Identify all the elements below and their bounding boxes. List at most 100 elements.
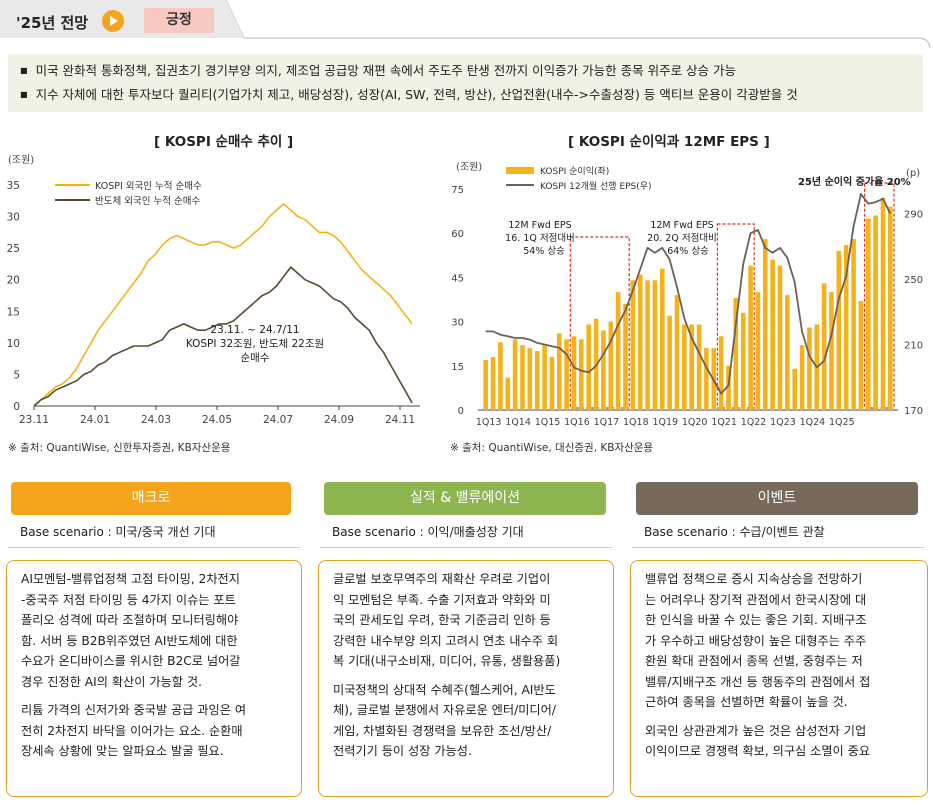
chart2-bar bbox=[726, 365, 731, 410]
chart2-legend-label: KOSPI 12개월 선행 EPS(우) bbox=[540, 180, 652, 192]
chart2-annotation-line: 12M Fwd EPS bbox=[650, 220, 713, 231]
chart2-bar bbox=[623, 303, 628, 410]
chart1-legend-label: KOSPI 외국인 누적 순매수 bbox=[95, 180, 202, 192]
card-line: 한 인식을 바꿀 수 있는 좋은 기회. 지배구조 bbox=[645, 613, 867, 627]
chart1-source: ※ 출처: QuantiWise, 신한투자증권, KB자산운용 bbox=[8, 442, 231, 454]
chart2-x-tick-label: 1Q20 bbox=[682, 417, 708, 428]
chart2-bar bbox=[615, 292, 621, 410]
tab-shape bbox=[0, 0, 931, 48]
chart1-lines bbox=[33, 203, 413, 407]
chart2-bar bbox=[498, 342, 503, 410]
chart2-source: ※ 출처: QuantiWise, 대신증권, KB자산운용 bbox=[450, 442, 654, 454]
card-earnings-body: 글로벌 보호무역주의 재확산 우려로 기업이 익 모멘텀은 부족. 수출 기저효… bbox=[318, 560, 614, 797]
card-line: 전히 2차전지 바닥을 이어가는 요소. 순환매 bbox=[21, 723, 243, 738]
chart2-bar bbox=[888, 206, 893, 410]
chart2-x-tick-label: 1Q17 bbox=[594, 417, 620, 428]
chart1-axes: 0 5 10 15 20 25 30 35 23.11 24.01 24.03 24.05 24.07 2… bbox=[7, 180, 420, 426]
chart2-x-tick-label: 1Q13 bbox=[476, 417, 502, 428]
chart2-bar bbox=[512, 339, 518, 410]
chart2-legend-label: KOSPI 순이익(좌) bbox=[540, 165, 609, 177]
chart2-y-tick-label: 0 bbox=[458, 406, 464, 417]
chart2-svg: (조원) (p) 0 15 30 45 60 75 170 210 250 290 1Q13 1Q14… bbox=[451, 161, 923, 428]
chart1-unit: (조원) bbox=[8, 154, 34, 166]
chart2-y-tick-label: 75 bbox=[451, 185, 464, 196]
card-line: 밸류업 정책으로 증시 지속상승을 전망하기 bbox=[645, 572, 863, 586]
chart2-bar bbox=[748, 265, 753, 410]
chart2-bar bbox=[505, 377, 511, 410]
chart2-bar bbox=[674, 295, 680, 410]
chart2-bar bbox=[733, 298, 739, 410]
chart2-bars bbox=[483, 197, 893, 410]
chart2-bar bbox=[660, 268, 665, 410]
card-paragraph: 글로벌 보호무역주의 재확산 우려로 기업이 익 모멘텀은 부족. 수출 기저효… bbox=[333, 569, 599, 672]
chart2-title: [ KOSPI 순이익과 12MF EPS ] bbox=[568, 134, 770, 150]
card-event-body: 밸류업 정책으로 증시 지속상승을 전망하기 는 어려우나 장기적 관점에서 한… bbox=[630, 560, 928, 797]
chart1-y-tick-label: 20 bbox=[7, 275, 20, 287]
chart1-x-tick-label: 24.05 bbox=[202, 414, 232, 426]
chart2-bar bbox=[682, 324, 687, 410]
chart2-y-tick-label: 45 bbox=[451, 273, 464, 284]
chart1-x-tick-label: 24.07 bbox=[263, 414, 293, 426]
card-line: 국의 관세도입 우려, 한국 기준금리 인하 등 bbox=[333, 613, 551, 627]
chart2-bar bbox=[534, 351, 540, 410]
chart2-y-tick-label: 60 bbox=[451, 229, 464, 240]
card-line: 글로벌 보호무역주의 재확산 우려로 기업이 bbox=[333, 572, 551, 586]
chart2-bar bbox=[770, 259, 775, 410]
chart2-bar bbox=[873, 215, 878, 410]
chart1-y-tick-label: 30 bbox=[7, 212, 20, 224]
chart1-x-tick-label: 24.01 bbox=[80, 414, 110, 426]
card-paragraph: 미국정책의 상대적 수혜주(헬스케어, AI반도 체), 글로벌 분쟁에서 자유… bbox=[333, 680, 599, 762]
chart2-bar bbox=[652, 280, 658, 410]
chart2-bar bbox=[866, 218, 871, 410]
chart2-bar bbox=[880, 197, 886, 410]
card-earnings-header: 실적 & 밸류에이션 bbox=[324, 482, 606, 515]
chart2-bar bbox=[858, 301, 864, 410]
card-paragraph: 리튬 가격의 신저가와 중국발 공급 과잉은 여 전히 2차전지 바닥을 이어가… bbox=[21, 700, 287, 762]
header-tab-bar: '25년 전망 긍정 bbox=[0, 0, 933, 48]
card-event-header: 이벤트 bbox=[636, 482, 918, 515]
card-macro-scenario: Base scenario : 미국/중국 개선 기대 bbox=[8, 520, 300, 548]
chart1-series-line bbox=[33, 266, 413, 407]
card-line: 외국인 상관관계가 높은 것은 삼성전자 기업 bbox=[645, 723, 867, 738]
card-line: -중국주 저점 타이밍 등 4가지 이슈는 포트 bbox=[21, 592, 236, 607]
chart1-x-tick-label: 23.11 bbox=[19, 414, 49, 426]
card-paragraph: AI모멘텀-밸류업정책 고점 타이밍, 2차전지 -중국주 저점 타이밍 등 4… bbox=[21, 569, 287, 692]
summary-box: 미국 완화적 통화정책, 집권초기 경기부양 의지, 제조업 공급망 재편 속에… bbox=[8, 54, 923, 112]
chart1-series-line bbox=[33, 203, 413, 407]
chart2-bar bbox=[520, 345, 525, 410]
chart2-bar bbox=[542, 345, 547, 410]
chart2-bar bbox=[645, 280, 650, 410]
chart1-annotation-line: KOSPI 32조원, 반도체 22조원 bbox=[186, 338, 324, 350]
card-line: 는 어려우나 장기적 관점에서 한국시장에 대 bbox=[645, 592, 867, 607]
card-line: 밸류/지배구조 개선 등 행동주의 관점에서 접 bbox=[645, 674, 871, 689]
chart2-annotation-2: 12M Fwd EPS 20. 2Q 저점대비 64% 상승 bbox=[647, 220, 717, 257]
chart1-y-tick-label: 5 bbox=[13, 369, 20, 381]
card-line: AI모멘텀-밸류업정책 고점 타이밍, 2차전지 bbox=[21, 572, 240, 586]
card-line: 폴리오 성격에 따라 조절하며 모니터링해야 bbox=[21, 613, 239, 627]
chart2-bar bbox=[527, 348, 533, 410]
chart2-x-tick-label: 1Q22 bbox=[741, 417, 767, 428]
summary-bullet: 지수 자체에 대한 투자보다 퀄리티(기업가치 제고, 배당성장), 성장(AI… bbox=[20, 84, 911, 108]
card-line: 게임, 차별화된 경쟁력을 보유한 조선/방산/ bbox=[333, 723, 552, 738]
chart2-y2-tick-label: 170 bbox=[904, 406, 923, 417]
chart1-y-tick-label: 0 bbox=[13, 401, 20, 413]
chart2-bar bbox=[704, 348, 709, 410]
chart2-bar bbox=[549, 357, 555, 410]
card-line: 환원 확대 관점에서 종목 선별, 중형주는 저 bbox=[645, 654, 863, 668]
chart2-bar bbox=[807, 327, 812, 410]
card-paragraph: 밸류업 정책으로 증시 지속상승을 전망하기 는 어려우나 장기적 관점에서 한… bbox=[645, 569, 913, 713]
card-earnings-scenario: Base scenario : 이익/매출성장 기대 bbox=[320, 520, 612, 548]
chart2-bar bbox=[843, 245, 849, 410]
chart2-bar bbox=[755, 292, 761, 410]
chart1-y-tick-label: 15 bbox=[7, 306, 20, 318]
chart2-annotation-line: 12M Fwd EPS bbox=[508, 220, 571, 231]
chart2-x-tick-label: 1Q24 bbox=[800, 417, 826, 428]
chart2-x-tick-label: 1Q21 bbox=[711, 417, 737, 428]
card-line: 전력기기 등이 성장 가능성. bbox=[333, 744, 472, 758]
chart2-y-tick-label: 30 bbox=[451, 318, 464, 329]
chart1-svg: (조원) 0 5 10 15 20 25 30 35 23.11 24.01 24.03 24.05 2… bbox=[7, 154, 420, 426]
card-line: 근하여 종목을 선별하면 확률이 높을 것. bbox=[645, 695, 848, 709]
chart2-bar bbox=[821, 283, 827, 410]
chart1-annotation-line: 23.11. ~ 24.7/11 bbox=[210, 324, 299, 336]
